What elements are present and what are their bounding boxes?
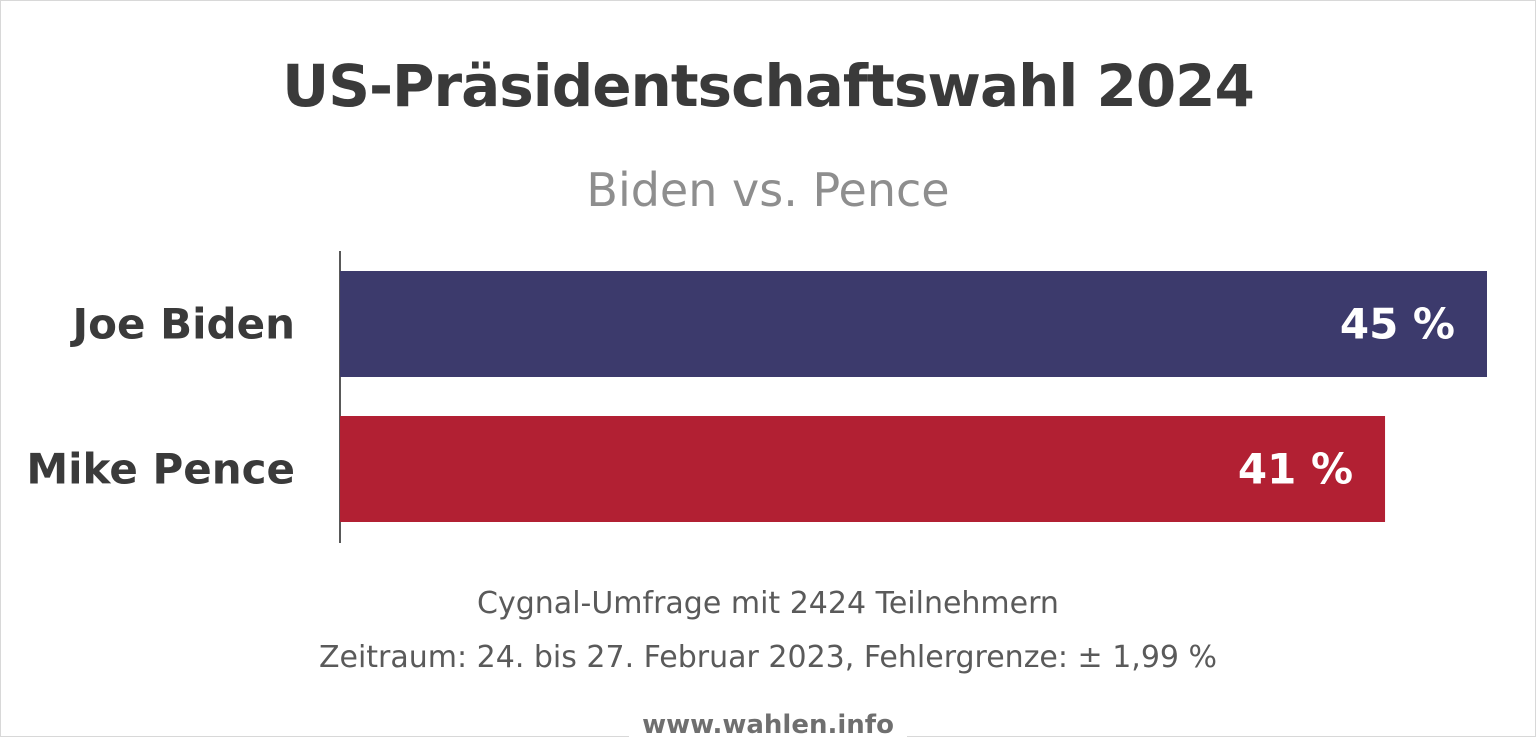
poll-info: Cygnal-Umfrage mit 2424 Teilnehmern [477, 586, 1059, 621]
source-label: www.wahlen.info [629, 705, 907, 745]
bar-1 [340, 416, 1386, 522]
chart-title: US-Präsidentschaftswahl 2024 [282, 52, 1255, 120]
poll-period-margin: Zeitraum: 24. bis 27. Februar 2023, Fehl… [318, 640, 1218, 675]
value-label-1: 41 % [1238, 445, 1353, 494]
category-label-1: Mike Pence [26, 445, 295, 494]
bar-0 [340, 271, 1487, 377]
category-label-0: Joe Biden [70, 300, 295, 349]
value-label-0: 45 % [1340, 300, 1455, 349]
chart-subtitle: Biden vs. Pence [586, 163, 950, 217]
